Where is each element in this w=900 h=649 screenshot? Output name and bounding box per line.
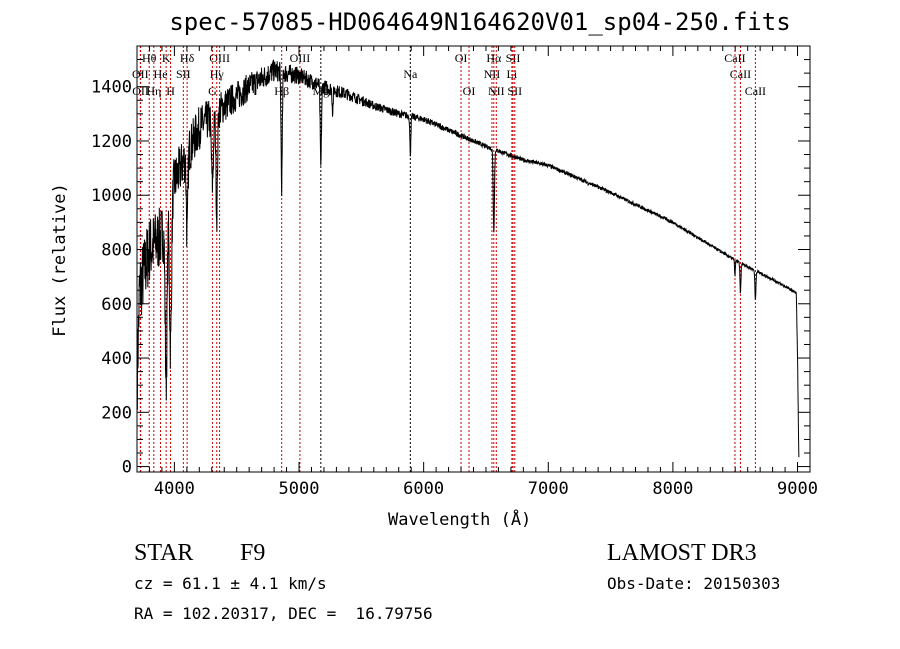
plot-frame bbox=[136, 45, 811, 473]
coordinates-text: RA = 102.20317, DEC = 16.79756 bbox=[134, 604, 433, 623]
spectral-line-label: K bbox=[162, 51, 171, 65]
spectral-line-label: SII bbox=[176, 67, 191, 81]
spectral-line-label: OIII bbox=[290, 51, 311, 65]
obs-date-text: Obs-Date: 20150303 bbox=[607, 574, 781, 593]
spectral-line-label: OI bbox=[463, 84, 476, 98]
spectral-line-label: CaII bbox=[745, 84, 766, 98]
redshift-text: cz = 61.1 ± 4.1 km/s bbox=[134, 574, 327, 593]
spectral-line-label: OII bbox=[132, 84, 149, 98]
y-tick-label: 1200 bbox=[91, 132, 132, 152]
spectral-line-label: Hδ bbox=[180, 51, 195, 65]
y-tick-label: 0 bbox=[122, 458, 132, 478]
x-tick-label: 4000 bbox=[154, 479, 195, 499]
x-tick-label: 5000 bbox=[279, 479, 320, 499]
y-tick-label: 1400 bbox=[91, 78, 132, 98]
spectral-line-label: SII bbox=[506, 51, 521, 65]
spectral-line-label: NII bbox=[488, 84, 505, 98]
spectral-line-label: Hθ bbox=[142, 51, 157, 65]
y-tick-label: 1000 bbox=[91, 186, 132, 206]
x-tick-label: 7000 bbox=[528, 479, 569, 499]
object-subclass: F9 bbox=[240, 540, 266, 566]
y-axis-label: Flux (relative) bbox=[50, 183, 70, 337]
y-tick-label: 400 bbox=[101, 349, 132, 369]
spectral-line-label: Li bbox=[507, 67, 518, 81]
chart-title: spec-57085-HD064649N164620V01_sp04-250.f… bbox=[169, 8, 791, 36]
spectrum-line bbox=[136, 59, 800, 458]
spectral-line-label: G bbox=[208, 84, 217, 98]
spectral-line-label: Hη bbox=[146, 84, 161, 98]
y-tick-label: 200 bbox=[101, 403, 132, 423]
x-axis-label: Wavelength (Å) bbox=[388, 510, 532, 530]
spectral-line-label: OI bbox=[455, 51, 468, 65]
spectral-line-label: CaII bbox=[730, 67, 751, 81]
spectral-line-label: NII bbox=[484, 67, 501, 81]
spectral-line-label: Na bbox=[403, 67, 418, 81]
x-tick-label: 9000 bbox=[777, 479, 818, 499]
survey-label: LAMOST DR3 bbox=[607, 540, 757, 566]
y-tick-label: 600 bbox=[101, 295, 132, 315]
spectral-line-label: Hα bbox=[486, 51, 502, 65]
x-tick-label: 6000 bbox=[403, 479, 444, 499]
object-class: STAR bbox=[134, 540, 194, 566]
spectral-line-label: CaII bbox=[724, 51, 745, 65]
spectral-line-label: He bbox=[154, 67, 168, 81]
spectral-line-label: Hβ bbox=[274, 84, 289, 98]
spectral-line-label: OIII bbox=[209, 51, 230, 65]
spectral-line-label: SII bbox=[507, 84, 522, 98]
spectral-line-label: H bbox=[166, 84, 175, 98]
x-tick-label: 8000 bbox=[652, 479, 693, 499]
y-tick-label: 800 bbox=[101, 241, 132, 261]
spectral-line-label: Hγ bbox=[210, 67, 225, 81]
